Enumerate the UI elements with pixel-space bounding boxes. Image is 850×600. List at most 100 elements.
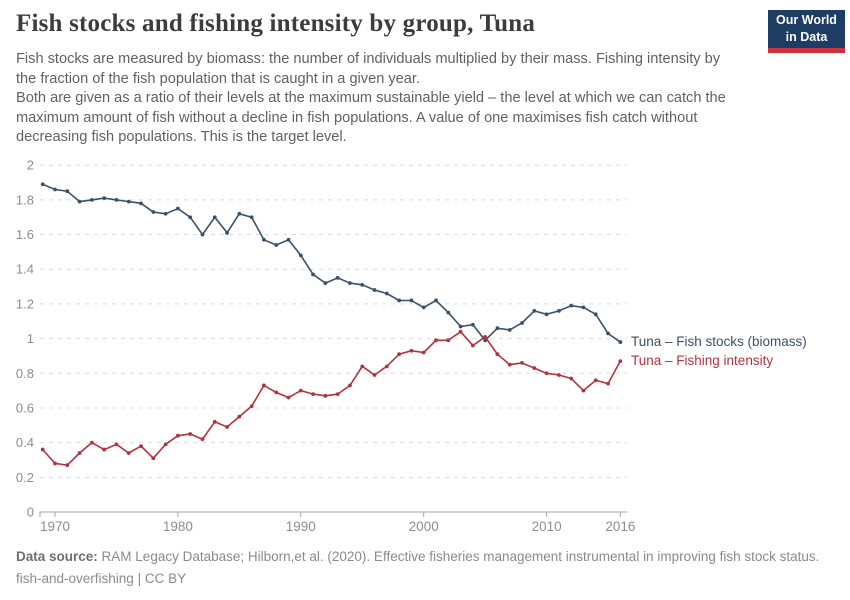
data-point-fish-stocks-1980[interactable] xyxy=(176,206,180,211)
data-point-fishing-intensity-2001[interactable] xyxy=(434,338,438,343)
data-point-fishing-intensity-2013[interactable] xyxy=(581,388,586,393)
data-point-fish-stocks-2003[interactable] xyxy=(458,324,463,329)
data-point-fishing-intensity-2011[interactable] xyxy=(556,373,561,377)
data-point-fishing-intensity-1969[interactable] xyxy=(40,447,45,452)
data-point-fish-stocks-1995[interactable] xyxy=(360,282,365,287)
data-point-fishing-intensity-1996[interactable] xyxy=(372,373,377,377)
data-point-fishing-intensity-2009[interactable] xyxy=(532,366,537,370)
data-point-fishing-intensity-1992[interactable] xyxy=(323,393,328,398)
data-point-fish-stocks-2010[interactable] xyxy=(544,312,549,317)
data-point-fishing-intensity-2015[interactable] xyxy=(606,381,610,386)
data-point-fishing-intensity-2003[interactable] xyxy=(458,329,463,334)
data-point-fish-stocks-2013[interactable] xyxy=(581,305,586,310)
data-point-fishing-intensity-1986[interactable] xyxy=(249,404,254,409)
data-point-fish-stocks-2000[interactable] xyxy=(421,305,426,310)
data-point-fish-stocks-1981[interactable] xyxy=(188,215,193,220)
data-point-fish-stocks-1974[interactable] xyxy=(102,196,107,201)
data-point-fishing-intensity-1981[interactable] xyxy=(188,432,193,436)
data-point-fishing-intensity-2016[interactable] xyxy=(618,359,623,364)
data-point-fishing-intensity-2004[interactable] xyxy=(470,343,475,348)
data-point-fish-stocks-1994[interactable] xyxy=(348,281,352,286)
data-point-fishing-intensity-1972[interactable] xyxy=(77,451,82,455)
data-point-fishing-intensity-1998[interactable] xyxy=(397,352,402,357)
data-point-fishing-intensity-1984[interactable] xyxy=(225,425,229,429)
data-point-fish-stocks-1982[interactable] xyxy=(200,232,205,237)
data-point-fishing-intensity-1974[interactable] xyxy=(102,447,107,452)
data-point-fish-stocks-1993[interactable] xyxy=(335,276,340,280)
series-line-fish-stocks[interactable] xyxy=(42,183,621,343)
data-point-fish-stocks-1977[interactable] xyxy=(139,201,143,206)
data-point-fish-stocks-2008[interactable] xyxy=(520,321,524,325)
data-point-fishing-intensity-1994[interactable] xyxy=(348,383,352,388)
data-point-fishing-intensity-2014[interactable] xyxy=(593,378,598,383)
data-point-fishing-intensity-2012[interactable] xyxy=(569,376,574,381)
data-point-fishing-intensity-2005[interactable] xyxy=(483,334,488,339)
data-point-fish-stocks-1969[interactable] xyxy=(40,182,45,187)
data-point-fishing-intensity-1999[interactable] xyxy=(409,348,414,353)
data-point-fish-stocks-2007[interactable] xyxy=(507,328,512,332)
data-point-fish-stocks-1975[interactable] xyxy=(114,197,119,202)
data-point-fish-stocks-1985[interactable] xyxy=(237,211,242,216)
legend-label-fish-stocks[interactable]: Tuna – Fish stocks (biomass) xyxy=(631,334,807,349)
data-point-fishing-intensity-1987[interactable] xyxy=(262,383,266,388)
data-point-fishing-intensity-1977[interactable] xyxy=(139,444,143,449)
data-point-fish-stocks-1991[interactable] xyxy=(311,272,315,277)
data-point-fishing-intensity-1997[interactable] xyxy=(384,364,389,369)
data-point-fishing-intensity-1976[interactable] xyxy=(126,451,131,455)
data-point-fishing-intensity-1983[interactable] xyxy=(212,419,217,424)
data-point-fish-stocks-1986[interactable] xyxy=(249,215,254,220)
owid-logo: Our World in Data xyxy=(768,10,845,53)
data-point-fish-stocks-1989[interactable] xyxy=(286,237,291,242)
data-point-fishing-intensity-1970[interactable] xyxy=(53,461,57,466)
data-point-fish-stocks-2015[interactable] xyxy=(606,331,610,336)
data-point-fish-stocks-2001[interactable] xyxy=(434,298,438,303)
data-point-fish-stocks-1983[interactable] xyxy=(212,215,217,220)
data-point-fishing-intensity-2010[interactable] xyxy=(544,371,549,376)
data-point-fish-stocks-2002[interactable] xyxy=(446,310,451,315)
data-point-fish-stocks-1997[interactable] xyxy=(384,291,389,296)
data-point-fishing-intensity-1995[interactable] xyxy=(360,364,365,369)
data-point-fishing-intensity-1975[interactable] xyxy=(114,442,119,447)
data-point-fish-stocks-1999[interactable] xyxy=(409,298,414,303)
data-point-fishing-intensity-1991[interactable] xyxy=(311,392,315,396)
data-point-fish-stocks-1971[interactable] xyxy=(65,189,70,194)
data-point-fish-stocks-1972[interactable] xyxy=(77,199,82,204)
data-point-fish-stocks-1996[interactable] xyxy=(372,288,377,292)
data-point-fish-stocks-1973[interactable] xyxy=(89,197,94,202)
data-point-fish-stocks-1979[interactable] xyxy=(163,211,168,216)
data-point-fishing-intensity-1989[interactable] xyxy=(286,395,291,400)
data-point-fishing-intensity-1993[interactable] xyxy=(335,392,340,396)
data-point-fish-stocks-1988[interactable] xyxy=(274,243,279,247)
series-line-fishing-intensity[interactable] xyxy=(42,330,622,467)
data-point-fish-stocks-1987[interactable] xyxy=(262,237,266,242)
data-point-fish-stocks-2011[interactable] xyxy=(556,308,561,313)
data-point-fish-stocks-2009[interactable] xyxy=(532,308,537,313)
data-point-fishing-intensity-1982[interactable] xyxy=(200,437,205,442)
data-point-fishing-intensity-1988[interactable] xyxy=(274,390,279,395)
data-point-fishing-intensity-1978[interactable] xyxy=(151,456,156,461)
data-point-fish-stocks-2016[interactable] xyxy=(618,340,623,344)
data-point-fish-stocks-2012[interactable] xyxy=(569,303,574,308)
data-point-fishing-intensity-1971[interactable] xyxy=(65,463,70,468)
legend-label-fishing-intensity[interactable]: Tuna – Fishing intensity xyxy=(631,353,773,368)
data-point-fishing-intensity-1985[interactable] xyxy=(237,414,242,419)
data-point-fish-stocks-1998[interactable] xyxy=(397,298,402,303)
data-point-fishing-intensity-2002[interactable] xyxy=(446,338,451,343)
data-point-fish-stocks-1978[interactable] xyxy=(151,210,156,214)
data-point-fishing-intensity-2008[interactable] xyxy=(520,360,524,365)
data-point-fish-stocks-2006[interactable] xyxy=(495,326,500,331)
data-point-fish-stocks-1990[interactable] xyxy=(298,253,303,258)
data-point-fish-stocks-1976[interactable] xyxy=(126,199,131,204)
data-point-fish-stocks-1984[interactable] xyxy=(225,230,229,235)
data-point-fishing-intensity-2000[interactable] xyxy=(421,350,426,355)
data-point-fishing-intensity-2006[interactable] xyxy=(495,352,500,357)
data-point-fish-stocks-2014[interactable] xyxy=(593,312,598,317)
data-point-fishing-intensity-1990[interactable] xyxy=(298,388,303,393)
data-point-fishing-intensity-2007[interactable] xyxy=(507,362,512,367)
data-point-fish-stocks-1992[interactable] xyxy=(323,281,328,286)
data-point-fish-stocks-2004[interactable] xyxy=(470,322,475,327)
data-point-fishing-intensity-1973[interactable] xyxy=(89,440,94,445)
data-point-fishing-intensity-1980[interactable] xyxy=(176,433,180,438)
data-point-fishing-intensity-1979[interactable] xyxy=(163,442,168,447)
data-point-fish-stocks-1970[interactable] xyxy=(53,187,57,192)
